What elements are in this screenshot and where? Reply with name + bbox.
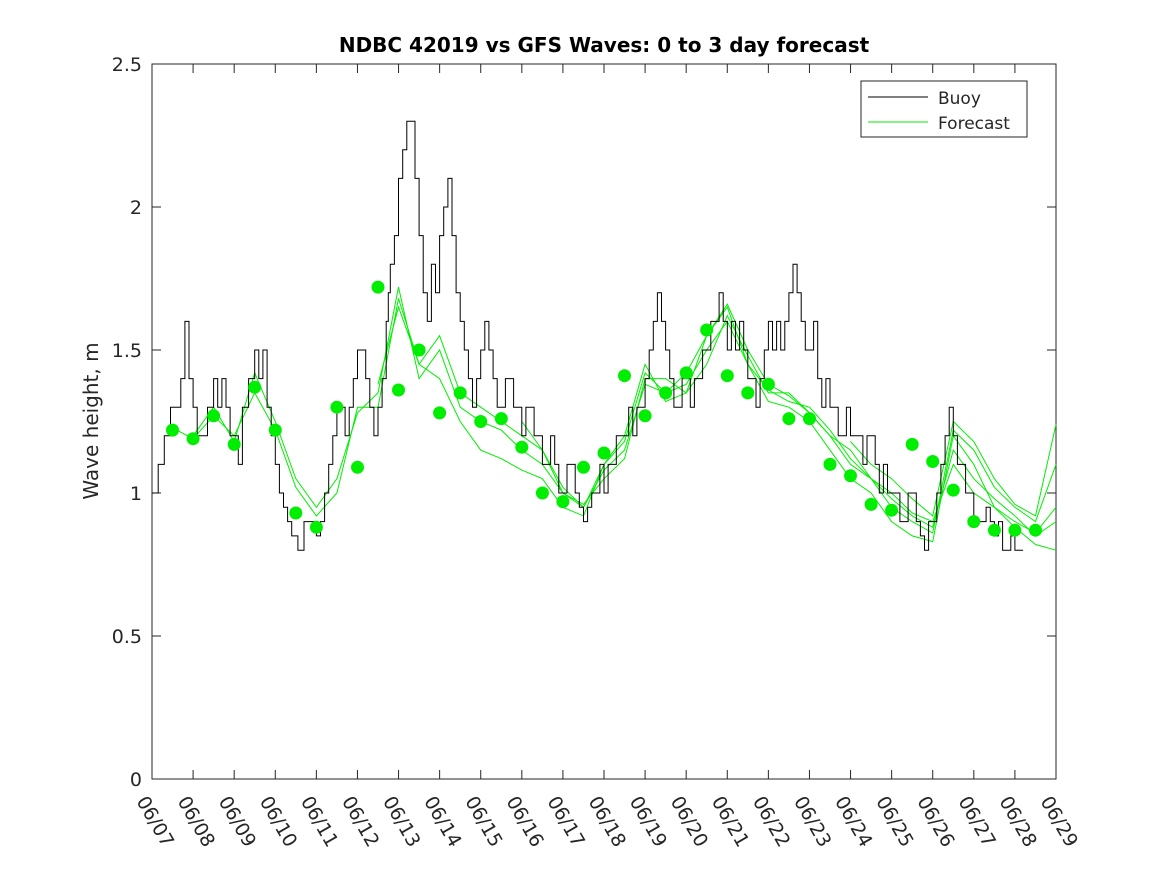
forecast-point [1029,523,1042,537]
forecast-point [987,523,1001,537]
forecast-point [453,386,467,400]
forecast-point [309,520,323,534]
plot-area [151,63,1057,780]
chart-title: NDBC 42019 vs GFS Waves: 0 to 3 day fore… [339,33,870,57]
forecast-point [227,437,241,451]
forecast-point [474,415,488,428]
forecast-point [433,406,447,420]
forecast-point [803,412,816,426]
forecast-point [679,366,693,380]
forecast-point [782,412,796,426]
forecast-point [330,400,344,414]
forecast-line [176,298,1057,534]
forecast-point [207,409,221,423]
forecast-point [864,497,878,511]
forecast-point [351,460,364,474]
forecast-point [577,460,590,474]
y-tick-label: 2 [130,197,142,219]
forecast-point [905,437,919,451]
y-axis-label: Wave height, m [79,342,103,499]
forecast-point [741,386,755,400]
forecast-point [700,323,714,337]
y-tick-label: 2.5 [112,54,142,76]
forecast-point [515,440,529,454]
series-layer [152,120,1057,551]
forecast-point [186,432,200,446]
forecast-point [1008,523,1022,537]
forecast-point [967,515,981,529]
y-tick-label: 0.5 [112,626,142,648]
forecast-point [720,369,734,383]
legend: Buoy Forecast [860,80,1028,138]
forecast-point [926,455,940,468]
forecast-point [618,369,631,383]
forecast-point [823,457,837,471]
buoy-line [152,120,1024,551]
forecast-point [535,486,549,500]
forecast-point [268,423,282,437]
forecast-line [521,303,1057,534]
y-tick-label: 1 [130,483,142,505]
legend-box [860,80,1028,138]
forecast-point [289,506,303,520]
forecast-point [556,495,570,509]
forecast-point [659,386,673,400]
legend-buoy-label: Buoy [938,89,981,109]
forecast-point [885,503,899,517]
y-tick-label: 1.5 [112,340,142,362]
forecast-point [392,383,405,397]
y-tick-label: 0 [130,769,142,791]
forecast-point [412,343,426,357]
forecast-point [166,423,179,437]
forecast-point [638,409,652,423]
forecast-line [192,286,1057,537]
forecast-point [844,469,857,483]
legend-forecast-label: Forecast [938,114,1010,134]
forecast-point [494,412,508,426]
forecast-point [946,483,960,497]
forecast-point [248,380,262,394]
forecast-point [371,280,385,294]
forecast-point [761,377,775,391]
y-axis: 0 0.5 1 1.5 2 2.5 [112,54,1056,791]
forecast-point [597,446,611,460]
